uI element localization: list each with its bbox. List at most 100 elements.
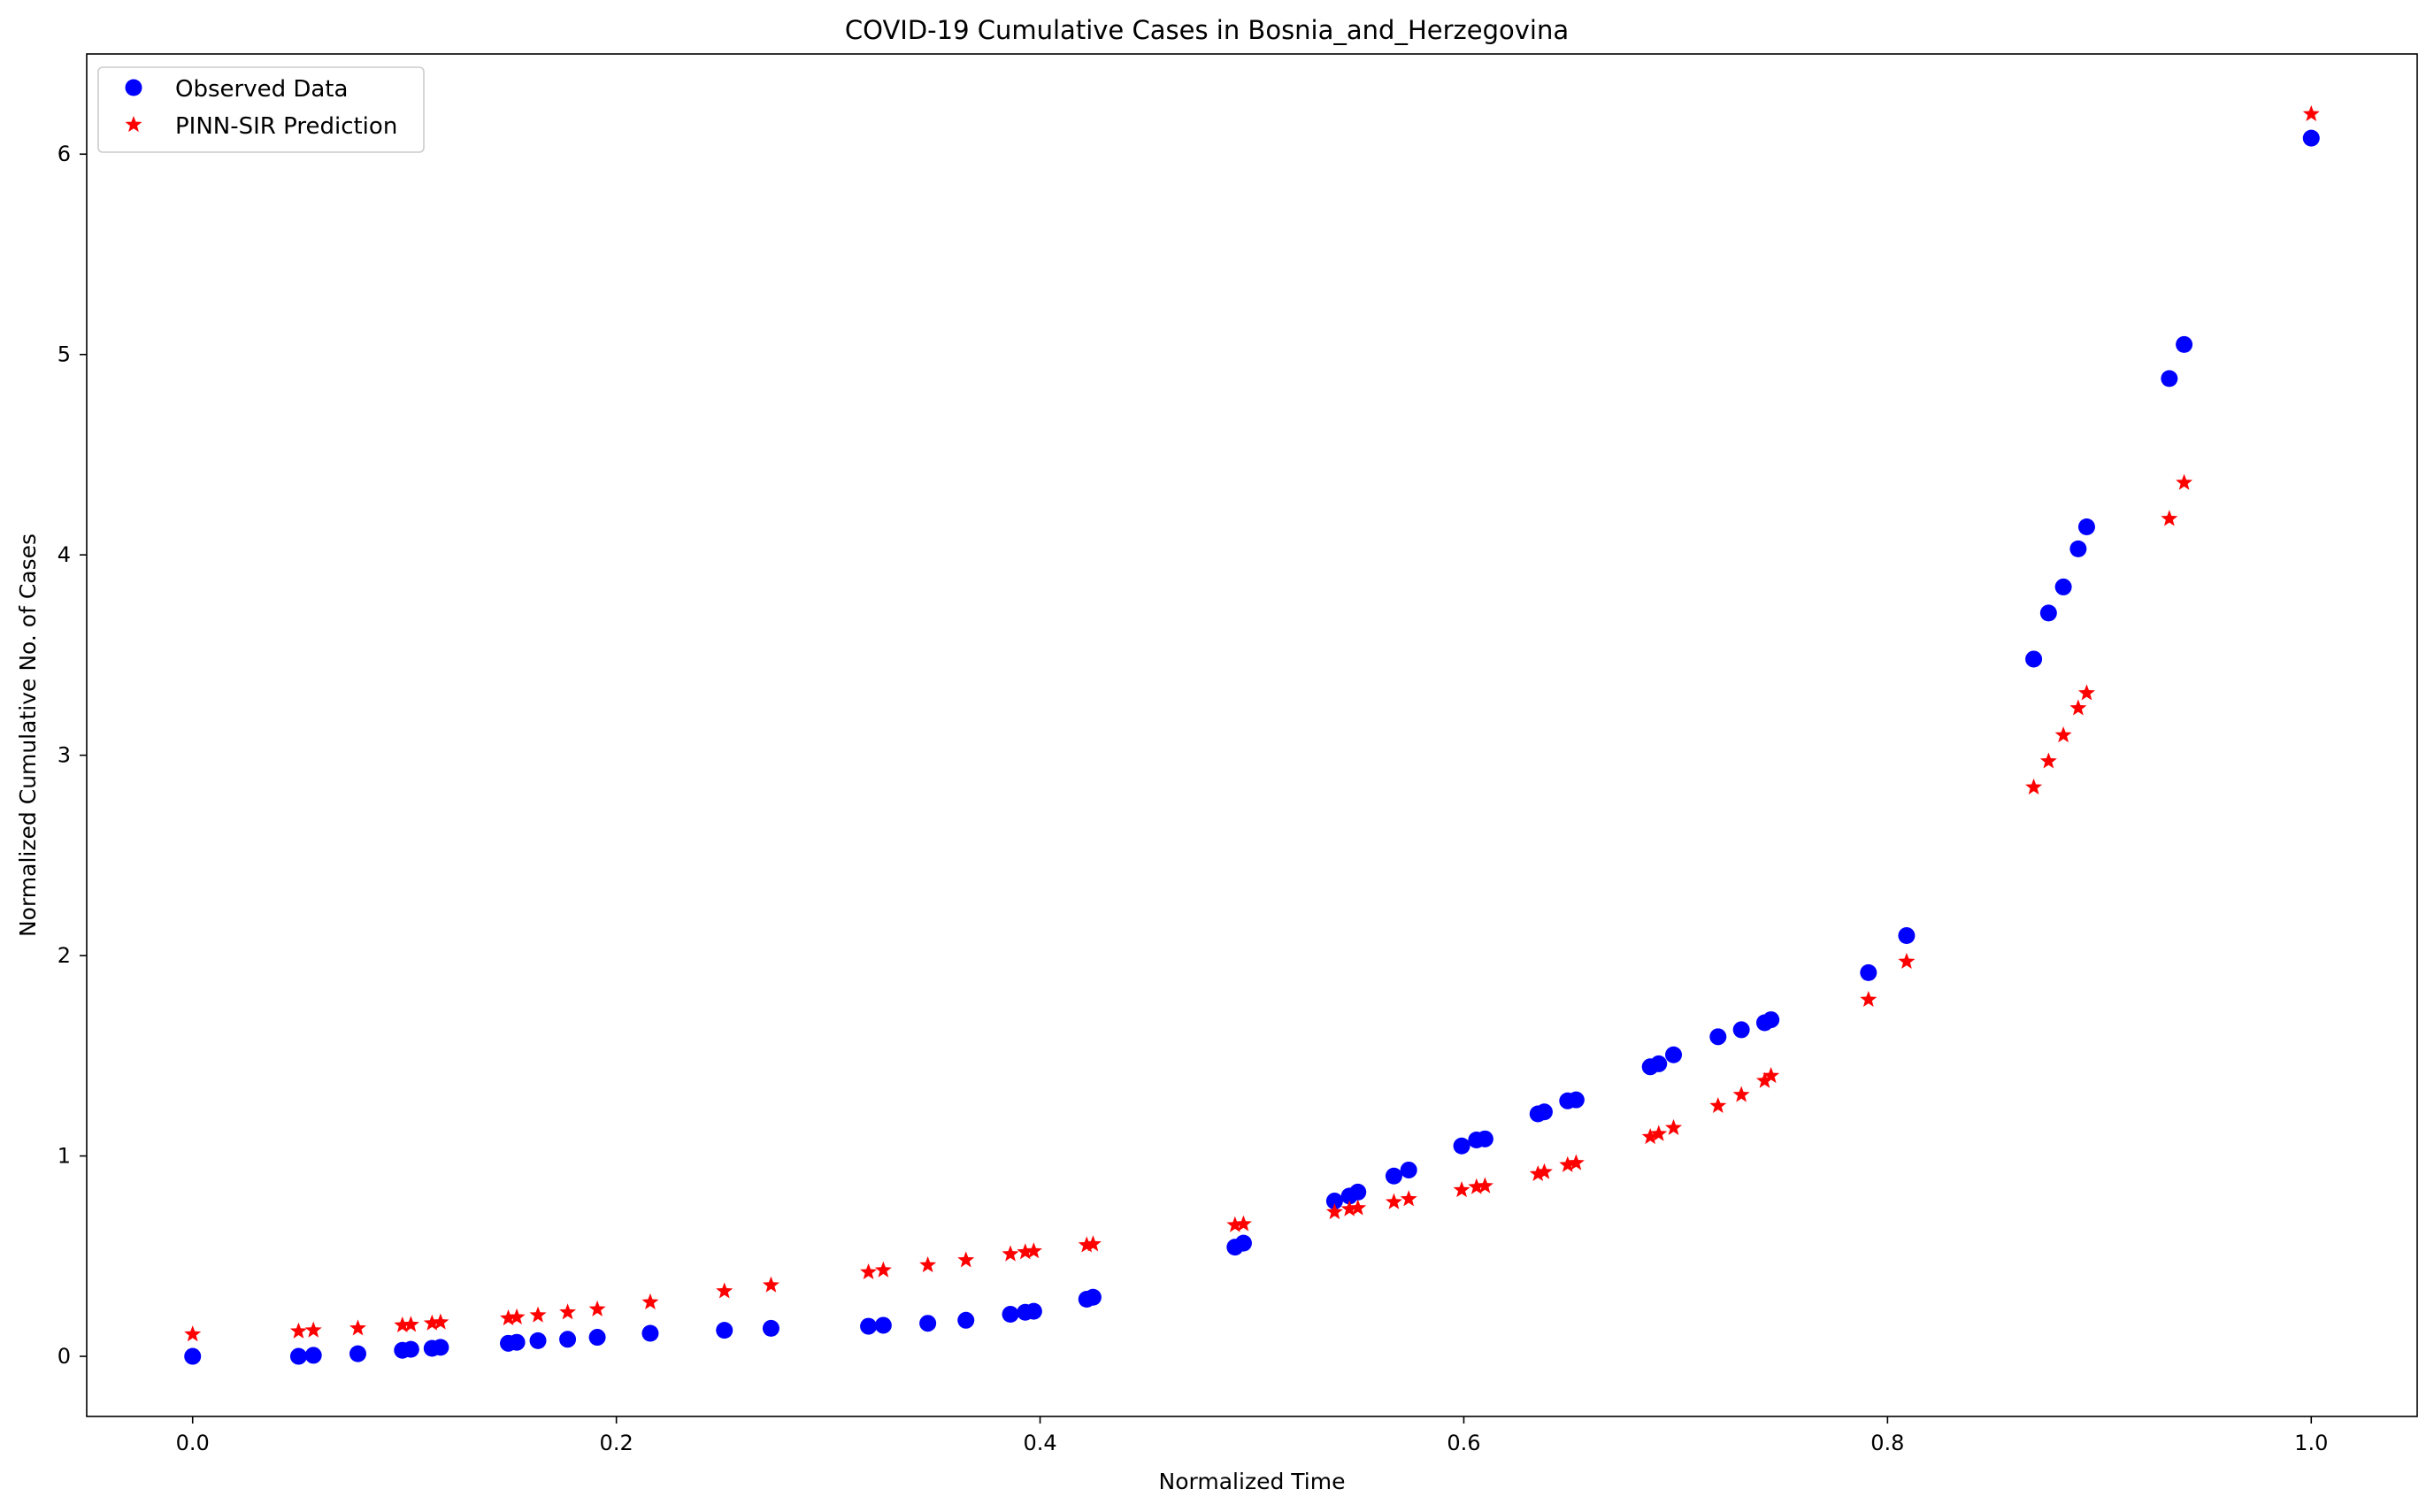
observed-data-point [919, 1315, 937, 1332]
observed-data-point [2054, 578, 2072, 595]
prediction-data-point [529, 1306, 547, 1323]
observed-data-point [1002, 1306, 1019, 1323]
y-tick-label: 3 [58, 743, 71, 768]
x-tick-label: 0.8 [1870, 1431, 1904, 1455]
observed-data-point [1535, 1103, 1553, 1121]
prediction-data-point [1084, 1235, 1102, 1252]
observed-data-point [304, 1347, 322, 1364]
prediction-data-point [860, 1263, 878, 1280]
prediction-data-point [919, 1256, 937, 1273]
x-axis-label: Normalized Time [1159, 1469, 1346, 1494]
observed-data-point [874, 1316, 892, 1334]
prediction-data-point [1860, 990, 1877, 1008]
observed-data-point [1898, 926, 1916, 944]
prediction-data-point [500, 1309, 518, 1326]
observed-data-point [1025, 1302, 1042, 1320]
observed-data-point [860, 1317, 878, 1335]
prediction-data-point [184, 1325, 202, 1342]
prediction-data-point [2069, 699, 2087, 716]
observed-data-point [2069, 540, 2087, 557]
observed-data-point [641, 1324, 659, 1342]
observed-data-point [957, 1311, 975, 1329]
prediction-data-point [1468, 1178, 1486, 1194]
prediction-data-point [1567, 1154, 1585, 1170]
observed-data-point [402, 1340, 419, 1358]
y-tick-label: 5 [58, 342, 71, 367]
observed-data-point [529, 1332, 547, 1349]
observed-data-point [1476, 1130, 1493, 1147]
prediction-data-point [1385, 1193, 1402, 1209]
prediction-data-point [423, 1314, 441, 1331]
x-tick-label: 0.0 [176, 1431, 210, 1455]
observed-data-point [1732, 1021, 1750, 1039]
legend-star-marker [125, 116, 142, 133]
observed-data-point [184, 1347, 202, 1365]
prediction-data-point [1078, 1236, 1095, 1253]
prediction-data-point [2161, 510, 2178, 526]
x-tick-label: 0.4 [1023, 1431, 1056, 1455]
legend-label-observed: Observed Data [175, 76, 348, 103]
observed-data-point [2077, 518, 2095, 535]
prediction-series [184, 104, 2320, 1342]
prediction-data-point [559, 1303, 577, 1320]
observed-data-point [559, 1331, 577, 1348]
plot-frame [86, 53, 2418, 1417]
y-tick-label: 0 [58, 1344, 71, 1369]
observed-data-point [588, 1329, 606, 1347]
prediction-data-point [1476, 1177, 1493, 1193]
observed-data-point [289, 1347, 307, 1365]
legend-label-prediction: PINN-SIR Prediction [175, 113, 397, 140]
prediction-data-point [1453, 1181, 1470, 1198]
prediction-data-point [1732, 1086, 1750, 1102]
observed-data-point [1762, 1011, 1780, 1029]
prediction-data-point [2054, 726, 2072, 743]
prediction-data-point [1400, 1190, 1417, 1207]
prediction-data-point [1325, 1203, 1343, 1220]
legend-circle-marker [125, 79, 142, 96]
observed-data-point [432, 1339, 449, 1356]
prediction-data-point [1762, 1067, 1780, 1084]
observed-data-point [1665, 1046, 1683, 1063]
observed-data-point [716, 1322, 733, 1339]
prediction-data-point [1641, 1128, 1659, 1145]
prediction-data-point [1349, 1199, 1367, 1216]
prediction-data-point [1226, 1216, 1244, 1232]
plot-area [86, 53, 2418, 1417]
observed-data-point [1325, 1193, 1343, 1210]
prediction-data-point [2302, 104, 2320, 122]
x-tick-label: 0.6 [1447, 1431, 1480, 1455]
x-axis: 0.0 0.2 0.4 0.6 0.8 1.0 [176, 1416, 2328, 1455]
prediction-data-point [304, 1321, 322, 1338]
prediction-data-point [1002, 1245, 1019, 1262]
observed-data-point [349, 1345, 367, 1362]
observed-data-point [2039, 604, 2057, 622]
prediction-data-point [2176, 473, 2193, 490]
observed-data-point [1349, 1183, 1367, 1201]
observed-data-point [2161, 370, 2178, 388]
prediction-data-point [2039, 752, 2057, 769]
prediction-data-point [1234, 1215, 1252, 1232]
observed-data-point [2176, 335, 2193, 353]
y-tick-label: 2 [58, 943, 71, 968]
prediction-data-point [716, 1282, 733, 1299]
prediction-data-point [1650, 1124, 1668, 1141]
prediction-data-point [762, 1276, 779, 1293]
prediction-data-point [588, 1300, 606, 1316]
prediction-data-point [1709, 1096, 1727, 1114]
prediction-data-point [1017, 1243, 1034, 1260]
prediction-data-point [1559, 1155, 1577, 1172]
prediction-data-point [1665, 1118, 1683, 1135]
plot-background [87, 54, 2417, 1416]
prediction-data-point [1025, 1242, 1042, 1259]
prediction-data-point [2077, 684, 2095, 701]
x-tick-label: 0.2 [600, 1431, 633, 1455]
prediction-data-point [394, 1316, 411, 1333]
prediction-data-point [1535, 1163, 1553, 1179]
observed-data-point [2025, 650, 2043, 668]
y-tick-label: 4 [58, 542, 71, 567]
prediction-data-point [957, 1251, 975, 1268]
observed-data-point [1385, 1167, 1402, 1185]
legend-marker-prediction [125, 116, 142, 133]
legend: Observed Data PINN-SIR Prediction [97, 66, 425, 153]
